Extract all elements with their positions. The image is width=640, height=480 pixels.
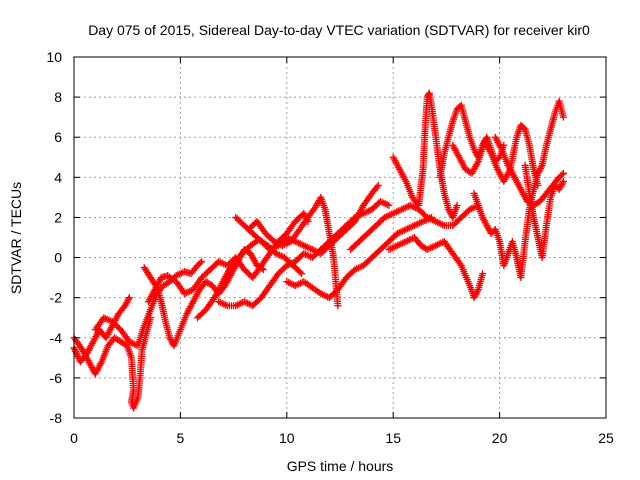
x-tick-label: 25 — [598, 430, 614, 446]
grid — [74, 57, 606, 418]
data-point — [334, 302, 342, 310]
x-tick-label: 15 — [385, 430, 401, 446]
y-tick-label: 0 — [54, 250, 62, 266]
tick-labels: 0 5 10 15 20 25 -8 -6 -4 -2 0 2 4 6 8 10 — [46, 49, 614, 446]
data-point — [559, 177, 567, 185]
y-tick-label: 2 — [54, 209, 62, 225]
data-point — [196, 259, 204, 267]
data-point — [559, 113, 567, 121]
y-tick-label: 8 — [54, 89, 62, 105]
data-point — [559, 169, 567, 177]
data-point — [537, 163, 545, 171]
data-point — [558, 171, 566, 179]
y-tick-label: 10 — [46, 49, 62, 65]
data-point — [298, 270, 306, 278]
plot-frame — [73, 56, 607, 419]
x-axis-title: GPS time / hours — [287, 458, 394, 474]
x-tick-label: 0 — [70, 430, 78, 446]
x-tick-label: 10 — [279, 430, 295, 446]
y-tick-label: 4 — [54, 169, 62, 185]
y-tick-label: -8 — [50, 410, 63, 426]
x-tick-label: 5 — [177, 430, 185, 446]
x-tick-label: 20 — [492, 430, 508, 446]
y-tick-label: -6 — [50, 370, 63, 386]
y-tick-label: 6 — [54, 129, 62, 145]
data-point — [374, 181, 382, 189]
y-axis-title: SDTVAR / TECUs — [8, 182, 24, 294]
data-point — [385, 201, 393, 209]
axis-ticks — [73, 56, 607, 419]
data-point — [124, 295, 132, 303]
chart-title: Day 075 of 2015, Sidereal Day-to-day VTE… — [88, 22, 590, 38]
data-point — [125, 294, 133, 302]
data-point — [296, 268, 304, 276]
data-point — [373, 183, 381, 191]
data-point — [479, 270, 487, 278]
data-points — [70, 89, 567, 412]
y-tick-label: -4 — [50, 330, 63, 346]
y-tick-label: -2 — [50, 290, 63, 306]
data-point — [453, 201, 461, 209]
data-point — [473, 287, 481, 295]
data-point — [198, 258, 206, 266]
data-point — [559, 179, 567, 187]
